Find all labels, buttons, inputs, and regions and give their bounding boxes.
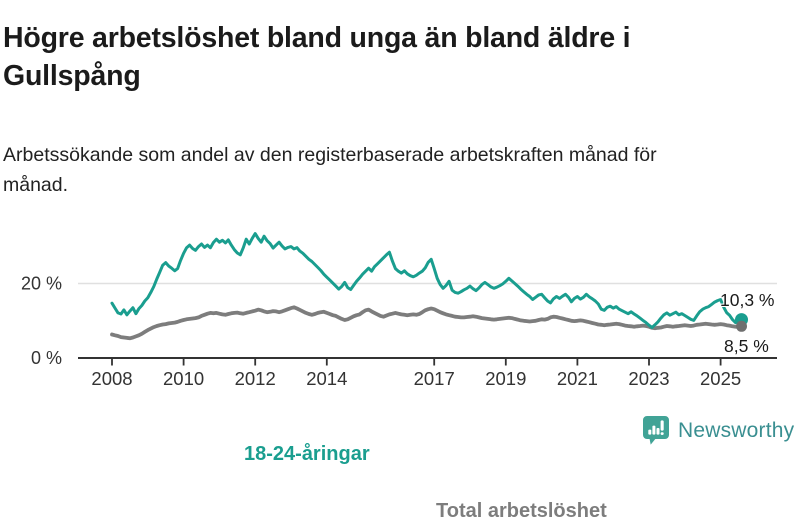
- newsworthy-logo-text: Newsworthy: [678, 418, 795, 442]
- series-label-youth: 18-24-åringar: [244, 443, 370, 465]
- page: { "header": { "title": "Högre arbetslösh…: [0, 22, 800, 522]
- x-tick-label: 2023: [628, 368, 669, 389]
- x-tick-label: 2008: [91, 368, 132, 389]
- end-dot-total: [736, 320, 747, 332]
- end-value-label-total: 8,5 %: [724, 336, 769, 356]
- series-label-total: Total arbetslöshet: [436, 500, 607, 522]
- x-tick-label: 2021: [557, 368, 598, 389]
- newsworthy-chart-bubble-icon: [642, 415, 670, 446]
- end-value-label-youth: 10,3 %: [720, 290, 775, 310]
- line-chart: 2008 2010 2012 2014 2017 2019 2021 2023 2025 0 % 2…: [0, 190, 800, 522]
- x-tick-label: 2025: [700, 368, 741, 389]
- x-tick-label: 2012: [235, 368, 276, 389]
- line-youth: [110, 232, 743, 329]
- y-tick-label: 20 %: [21, 274, 62, 294]
- page-subtitle: Arbetssökande som andel av den registerb…: [3, 143, 657, 196]
- chart-svg: 2008 2010 2012 2014 2017 2019 2021 2023 2025 0 % 2…: [21, 232, 777, 389]
- x-tick-label: 2017: [414, 368, 455, 389]
- x-tick-label: 2019: [485, 368, 526, 389]
- x-tick-label: 2010: [163, 368, 204, 389]
- y-tick-label: 0 %: [31, 348, 62, 368]
- line-total: [110, 305, 744, 341]
- page-title: Högre arbetslöshet bland unga än bland ä…: [3, 22, 631, 93]
- newsworthy-logo: Newsworthy: [642, 415, 794, 446]
- x-tick-label: 2014: [306, 368, 347, 389]
